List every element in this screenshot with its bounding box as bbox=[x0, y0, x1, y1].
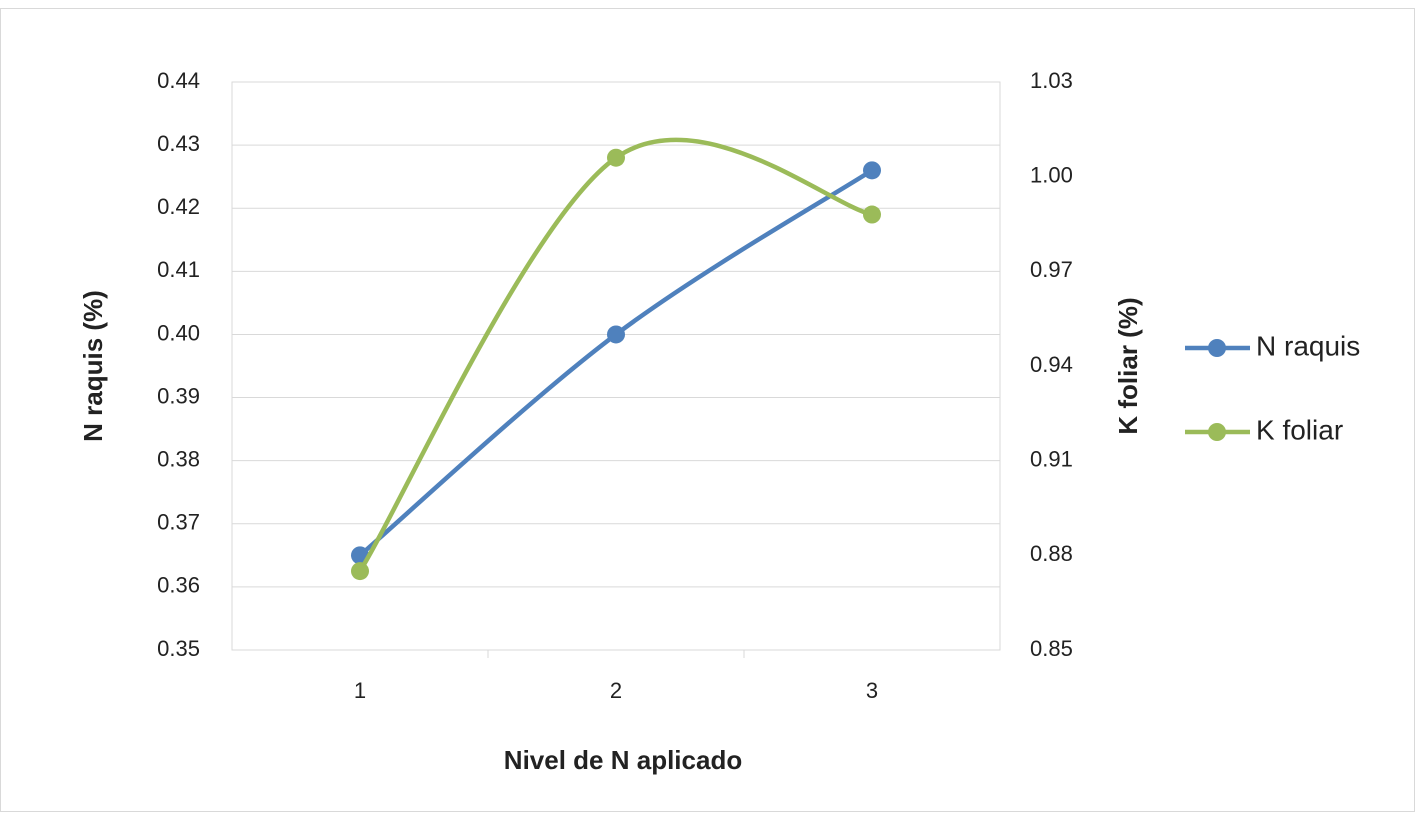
y2-tick-label: 0.88 bbox=[1030, 541, 1073, 566]
legend-label: K foliar bbox=[1256, 414, 1343, 445]
y-tick-label: 0.43 bbox=[157, 131, 200, 156]
x-tick-label: 2 bbox=[610, 678, 622, 703]
series-marker bbox=[863, 161, 881, 180]
series-marker bbox=[607, 148, 625, 167]
y-tick-label: 0.38 bbox=[157, 446, 200, 471]
y-axis-title: N raquis (%) bbox=[78, 290, 108, 442]
y-tick-label: 0.36 bbox=[157, 573, 200, 598]
y-tick-label: 0.41 bbox=[157, 257, 200, 282]
series-line bbox=[358, 137, 873, 573]
legend-marker bbox=[1208, 423, 1226, 441]
y2-tick-label: 0.94 bbox=[1030, 352, 1073, 377]
chart-border bbox=[0, 8, 1415, 812]
series-marker bbox=[607, 325, 625, 344]
y2-tick-label: 1.03 bbox=[1030, 68, 1073, 93]
x-tick-label: 1 bbox=[354, 678, 366, 703]
y-tick-label: 0.42 bbox=[157, 194, 200, 219]
y2-axis-title: K foliar (%) bbox=[1113, 297, 1143, 434]
y2-tick-label: 1.00 bbox=[1030, 162, 1073, 187]
y-tick-label: 0.35 bbox=[157, 636, 200, 661]
series-marker bbox=[351, 562, 369, 581]
y2-tick-label: 0.85 bbox=[1030, 636, 1073, 661]
y2-tick-label: 0.97 bbox=[1030, 257, 1073, 282]
x-tick-label: 3 bbox=[866, 678, 878, 703]
y2-tick-label: 0.91 bbox=[1030, 446, 1073, 471]
y-tick-label: 0.44 bbox=[157, 68, 200, 93]
y-tick-label: 0.39 bbox=[157, 383, 200, 408]
y-tick-label: 0.37 bbox=[157, 510, 200, 535]
plot-border bbox=[231, 81, 1001, 651]
series-marker bbox=[863, 205, 881, 224]
legend-marker bbox=[1208, 339, 1226, 357]
y-tick-label: 0.40 bbox=[157, 320, 200, 345]
x-axis-title: Nivel de N aplicado bbox=[504, 745, 742, 775]
legend-label: N raquis bbox=[1256, 330, 1360, 361]
